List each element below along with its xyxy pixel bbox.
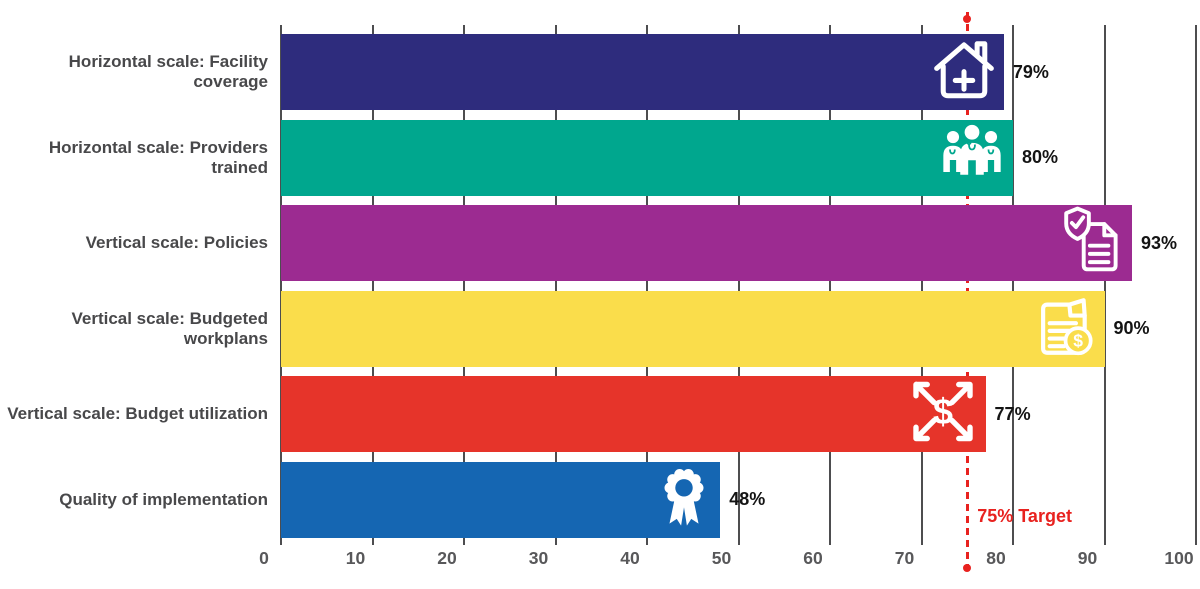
x-gridline <box>280 25 282 545</box>
x-axis-tick-label: 90 <box>1077 548 1098 568</box>
x-axis-tick-label: 10 <box>345 548 366 568</box>
x-gridline <box>646 25 648 545</box>
x-axis-tick-label: 30 <box>528 548 549 568</box>
target-label: 75% Target <box>977 506 1072 526</box>
x-gridline <box>1195 25 1197 545</box>
x-gridline <box>554 25 557 545</box>
bar-health-facility <box>281 34 1004 110</box>
value-label-budget-document: 90% <box>1113 318 1150 338</box>
category-label-budget-document: Vertical scale: Budgeted workplans <box>71 308 268 348</box>
health-facility-icon <box>929 35 999 110</box>
target-line-endpoint-dot <box>963 15 972 23</box>
value-label-health-facility: 79% <box>1012 61 1049 82</box>
x-gridline <box>737 25 740 545</box>
x-gridline <box>829 25 831 545</box>
category-label-health-facility: Horizontal scale: Facility coverage <box>68 52 268 91</box>
x-gridline <box>463 25 465 545</box>
policy-shield-icon <box>1061 206 1127 281</box>
x-axis-tick-label: 20 <box>437 548 457 568</box>
svg-text:$: $ <box>1073 330 1083 350</box>
x-axis-tick-label: 40 <box>620 548 640 568</box>
quality-award-icon <box>653 463 715 536</box>
budget-document-icon: $ <box>1030 291 1100 366</box>
category-label-providers: Horizontal scale: Providers trained <box>48 137 268 177</box>
bar-budget-expand: $ <box>281 376 986 452</box>
category-label-quality-award: Quality of implementation <box>59 489 268 509</box>
x-axis-tick-label: 60 <box>803 548 823 568</box>
svg-text:$: $ <box>933 391 953 432</box>
providers-icon <box>936 120 1008 195</box>
category-label-policy-shield: Vertical scale: Policies <box>85 233 268 253</box>
value-label-policy-shield: 93% <box>1140 232 1177 253</box>
bar-budget-document: $ <box>281 290 1105 367</box>
value-label-quality-award: 48% <box>729 489 766 509</box>
x-axis-tick-label: 0 <box>259 548 269 568</box>
x-gridline <box>371 25 374 545</box>
category-label-budget-expand: Vertical scale: Budget utilization <box>7 404 268 424</box>
x-gridline <box>1103 25 1106 545</box>
value-label-providers: 80% <box>1022 147 1059 167</box>
bar-providers <box>281 119 1013 196</box>
x-axis-tick-label: 100 <box>1164 548 1194 568</box>
x-gridline <box>1012 25 1014 545</box>
value-label-budget-expand: 77% <box>994 403 1031 424</box>
x-gridline <box>920 25 923 545</box>
x-axis-tick-label: 70 <box>894 548 915 568</box>
x-axis-tick-label: 50 <box>711 548 732 568</box>
target-line-endpoint-dot <box>963 564 972 572</box>
x-axis-tick-label: 80 <box>986 548 1006 568</box>
bar-quality-award <box>281 461 721 538</box>
bar-policy-shield <box>281 205 1132 281</box>
budget-expand-icon: $ <box>905 376 981 453</box>
